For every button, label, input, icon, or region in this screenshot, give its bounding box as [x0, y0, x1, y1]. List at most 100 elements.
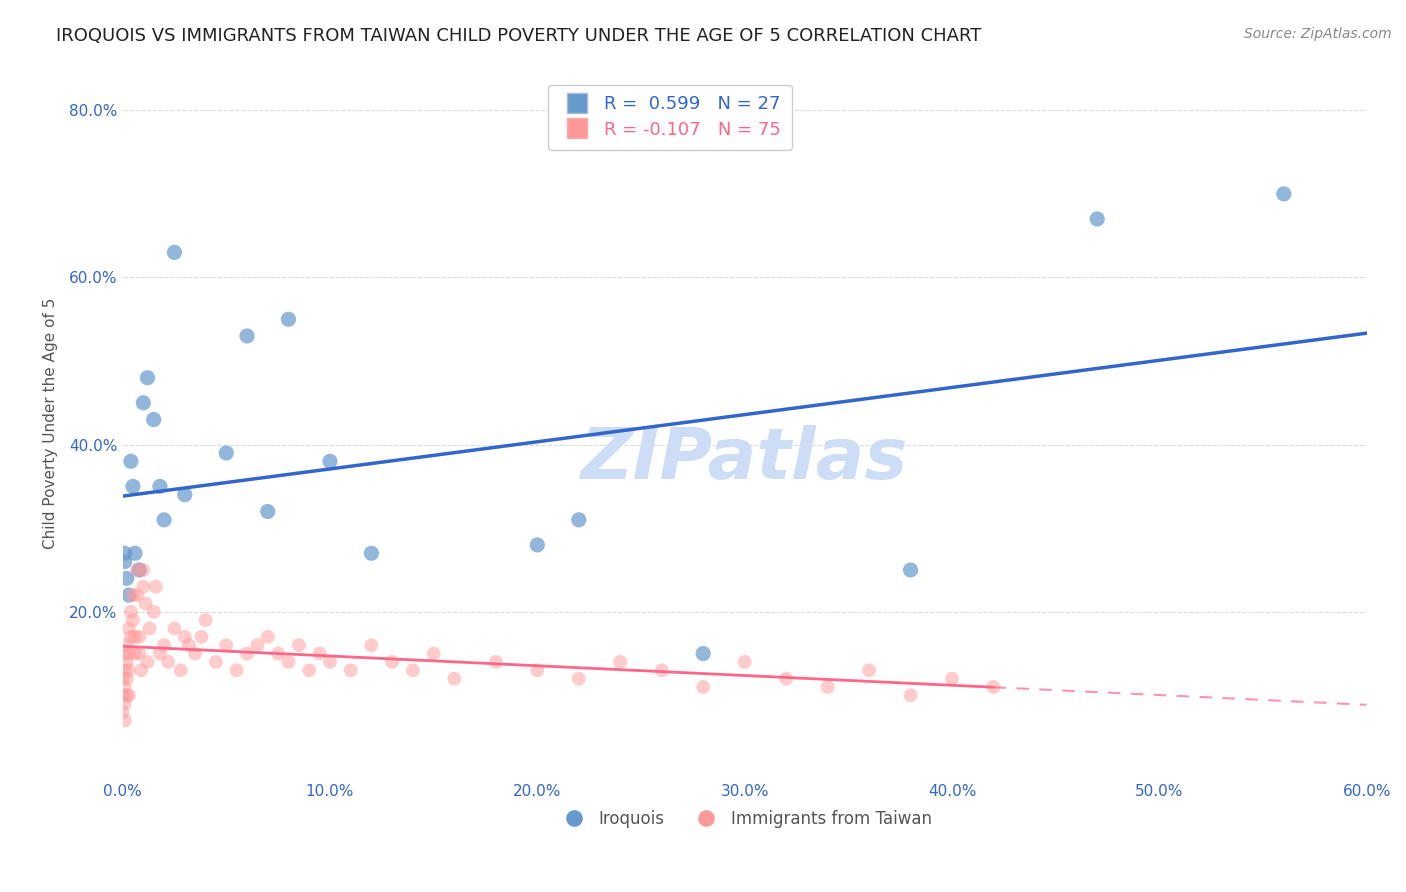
Point	[568, 513, 591, 527]
Point	[443, 672, 465, 686]
Point	[190, 630, 212, 644]
Point	[114, 546, 136, 560]
Point	[127, 563, 149, 577]
Point	[422, 647, 444, 661]
Point	[118, 663, 141, 677]
Point	[900, 563, 922, 577]
Point	[526, 663, 548, 677]
Point	[115, 571, 138, 585]
Point	[128, 647, 150, 661]
Point	[114, 555, 136, 569]
Point	[111, 689, 134, 703]
Point	[298, 663, 321, 677]
Point	[173, 488, 195, 502]
Point	[1085, 211, 1108, 226]
Point	[149, 479, 172, 493]
Point	[142, 412, 165, 426]
Point	[118, 647, 141, 661]
Point	[651, 663, 673, 677]
Point	[114, 647, 136, 661]
Point	[360, 638, 382, 652]
Point	[134, 596, 156, 610]
Point	[319, 454, 342, 468]
Point	[277, 655, 299, 669]
Point	[734, 655, 756, 669]
Text: Source: ZipAtlas.com: Source: ZipAtlas.com	[1244, 27, 1392, 41]
Point	[128, 563, 150, 577]
Point	[138, 622, 160, 636]
Point	[163, 245, 186, 260]
Point	[157, 655, 180, 669]
Point	[194, 613, 217, 627]
Point	[609, 655, 631, 669]
Point	[246, 638, 269, 652]
Y-axis label: Child Poverty Under the Age of 5: Child Poverty Under the Age of 5	[44, 298, 58, 549]
Point	[308, 647, 330, 661]
Point	[941, 672, 963, 686]
Point	[115, 689, 138, 703]
Point	[136, 370, 159, 384]
Point	[124, 647, 146, 661]
Point	[163, 622, 186, 636]
Point	[115, 672, 138, 686]
Point	[692, 647, 714, 661]
Point	[402, 663, 425, 677]
Point	[132, 396, 155, 410]
Point	[236, 329, 259, 343]
Point	[118, 622, 141, 636]
Point	[114, 697, 136, 711]
Point	[122, 613, 145, 627]
Point	[692, 680, 714, 694]
Point	[132, 580, 155, 594]
Point	[124, 630, 146, 644]
Point	[149, 647, 172, 661]
Point	[153, 513, 176, 527]
Point	[256, 630, 278, 644]
Point	[128, 630, 150, 644]
Point	[485, 655, 508, 669]
Point	[118, 689, 141, 703]
Point	[205, 655, 228, 669]
Point	[111, 705, 134, 719]
Point	[184, 647, 207, 661]
Text: ZIPatlas: ZIPatlas	[581, 425, 908, 494]
Point	[124, 546, 146, 560]
Point	[132, 563, 155, 577]
Point	[319, 655, 342, 669]
Point	[215, 638, 238, 652]
Point	[142, 605, 165, 619]
Point	[526, 538, 548, 552]
Point	[288, 638, 311, 652]
Point	[114, 663, 136, 677]
Point	[381, 655, 404, 669]
Text: IROQUOIS VS IMMIGRANTS FROM TAIWAN CHILD POVERTY UNDER THE AGE OF 5 CORRELATION : IROQUOIS VS IMMIGRANTS FROM TAIWAN CHILD…	[56, 27, 981, 45]
Point	[900, 689, 922, 703]
Point	[236, 647, 259, 661]
Point	[360, 546, 382, 560]
Point	[277, 312, 299, 326]
Point	[115, 655, 138, 669]
Point	[568, 672, 591, 686]
Point	[120, 454, 142, 468]
Point	[122, 588, 145, 602]
Point	[339, 663, 361, 677]
Point	[169, 663, 191, 677]
Point	[120, 630, 142, 644]
Point	[983, 680, 1005, 694]
Point	[858, 663, 880, 677]
Point	[267, 647, 290, 661]
Point	[127, 588, 149, 602]
Point	[114, 680, 136, 694]
Point	[1272, 186, 1295, 201]
Point	[173, 630, 195, 644]
Point	[153, 638, 176, 652]
Point	[120, 605, 142, 619]
Point	[118, 588, 141, 602]
Point	[136, 655, 159, 669]
Point	[114, 714, 136, 728]
Point	[145, 580, 167, 594]
Legend: Iroquois, Immigrants from Taiwan: Iroquois, Immigrants from Taiwan	[550, 803, 939, 835]
Point	[177, 638, 200, 652]
Point	[129, 663, 152, 677]
Point	[775, 672, 797, 686]
